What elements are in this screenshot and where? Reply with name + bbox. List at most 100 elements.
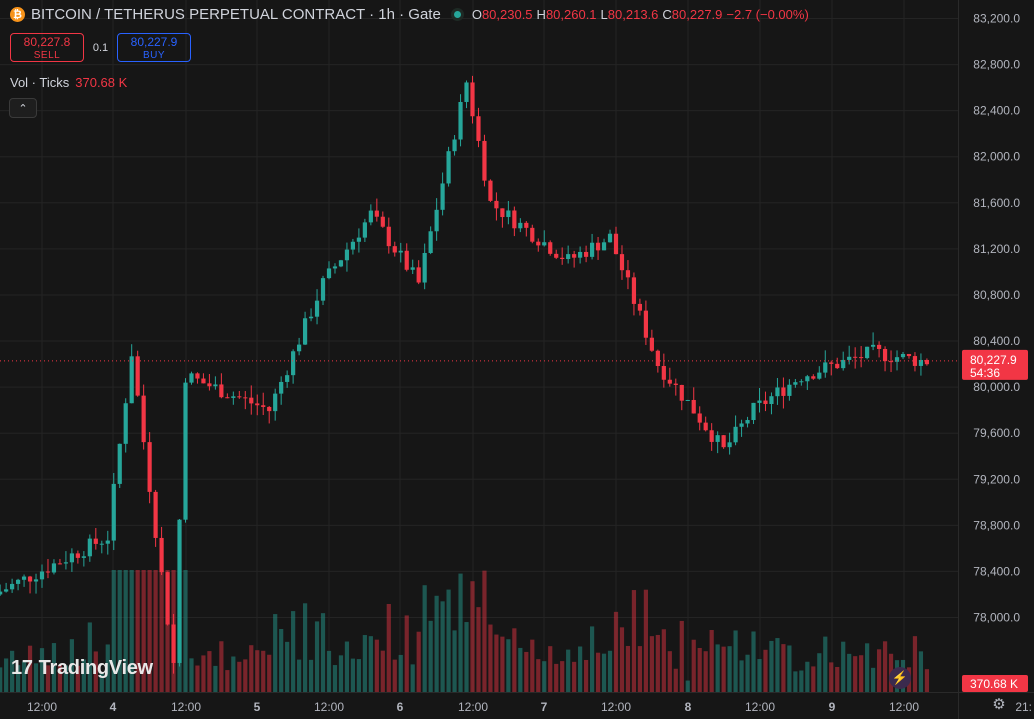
symbol-title[interactable]: BITCOIN / TETHERUS PERPETUAL CONTRACT · … <box>31 6 441 23</box>
volume-bar <box>649 636 654 692</box>
volume-bar <box>404 615 409 692</box>
volume-bar <box>440 601 445 692</box>
candle-body <box>589 242 595 257</box>
volume-bar <box>566 649 571 692</box>
gear-icon[interactable]: ⚙ <box>992 696 1006 713</box>
candle-body <box>560 257 565 259</box>
candle-body <box>75 553 80 558</box>
price-tick-label: 82,400.0 <box>973 104 1020 118</box>
collapse-legend-button[interactable]: ⌃ <box>9 98 37 118</box>
candle-body <box>141 395 146 443</box>
volume-bar <box>578 646 583 692</box>
volume-bar <box>75 665 80 692</box>
volume-bar <box>129 570 134 692</box>
candle-body <box>601 242 607 251</box>
volume-bar <box>332 665 338 692</box>
candle-body <box>835 363 840 369</box>
volume-bar <box>560 661 565 692</box>
volume-bar <box>93 651 98 692</box>
buy-button[interactable]: 80,227.9 BUY <box>117 33 191 62</box>
candle-body <box>39 571 45 580</box>
volume-bar <box>787 645 792 692</box>
volume-bar <box>769 640 774 692</box>
candle-body <box>607 233 613 243</box>
time-tick-label: 8 <box>685 700 692 714</box>
time-tick-label: 21: <box>1015 700 1032 714</box>
time-tick-label: 9 <box>829 700 836 714</box>
candle-body <box>488 180 493 201</box>
grid-lines <box>0 0 958 692</box>
volume-bar <box>607 650 613 692</box>
candle-body <box>428 231 433 253</box>
volume-bar <box>243 659 248 692</box>
candle-body <box>679 384 684 401</box>
candle-body <box>380 216 385 227</box>
candle-body <box>297 344 302 352</box>
time-tick-label: 12:00 <box>601 700 631 714</box>
volume-label[interactable]: Vol · Ticks <box>10 75 70 90</box>
volume-bar <box>811 666 816 692</box>
volume-bar <box>225 670 230 692</box>
candle-body <box>470 82 475 117</box>
volume-bar <box>207 651 212 692</box>
candle-body <box>727 442 732 448</box>
volume-bar <box>847 653 852 692</box>
volume-bar <box>530 639 535 692</box>
volume-bar <box>297 659 302 692</box>
candle-body <box>63 562 69 564</box>
volume-bar <box>39 648 45 692</box>
volume-bar <box>464 622 469 692</box>
last-price-label: 80,227.9 <box>970 353 1017 367</box>
candle-body <box>398 250 403 253</box>
volume-bar <box>679 620 684 692</box>
time-tick-label: 6 <box>397 700 404 714</box>
price-tick-label: 78,800.0 <box>973 518 1020 532</box>
volume-bar <box>0 667 3 692</box>
spread-value: 0.1 <box>92 41 109 54</box>
candle-body <box>314 300 320 317</box>
time-tick-label: 12:00 <box>889 700 919 714</box>
tradingview-mark-icon: 17 <box>11 657 33 679</box>
candle-body <box>721 435 726 448</box>
candle-body <box>452 139 457 152</box>
volume-bar <box>739 660 744 692</box>
volume-bar <box>458 573 463 692</box>
tradingview-logo[interactable]: 17 TradingView <box>11 657 153 680</box>
volume-bar <box>135 570 140 692</box>
volume-bar <box>147 570 152 692</box>
volume-bar <box>153 570 158 692</box>
candle-body <box>356 237 361 242</box>
volume-bar <box>817 653 822 692</box>
volume-bar <box>237 661 242 692</box>
chevron-up-icon: ⌃ <box>18 102 28 115</box>
volume-bar <box>165 570 170 692</box>
candle-body <box>643 310 648 338</box>
candle-body <box>709 430 714 442</box>
candle-body <box>416 267 421 283</box>
candle-body <box>374 210 379 217</box>
volume-bar <box>805 661 810 692</box>
candle-body <box>524 222 529 228</box>
volume-bar <box>643 589 648 692</box>
candle-body <box>900 353 906 358</box>
volume-bar <box>350 658 356 692</box>
volume-bar <box>661 629 666 692</box>
volume-bar <box>171 570 176 692</box>
candle-body <box>69 553 74 563</box>
volume-bar <box>703 651 708 692</box>
volume-bar <box>314 621 320 692</box>
volume-bar <box>506 639 511 692</box>
candle-body <box>757 400 762 403</box>
lightning-icon[interactable]: ⚡ <box>889 667 911 689</box>
time-tick-label: 7 <box>541 700 548 714</box>
volume-bar <box>757 659 762 692</box>
candle-body <box>326 268 332 279</box>
volume-bar <box>159 570 164 692</box>
candle-body <box>888 361 894 363</box>
volume-bar <box>201 655 206 692</box>
volume-bar <box>793 671 798 692</box>
sell-button[interactable]: 80,227.8 SELL <box>10 33 84 62</box>
volume-bar <box>326 650 332 692</box>
volume-bar <box>589 626 595 692</box>
